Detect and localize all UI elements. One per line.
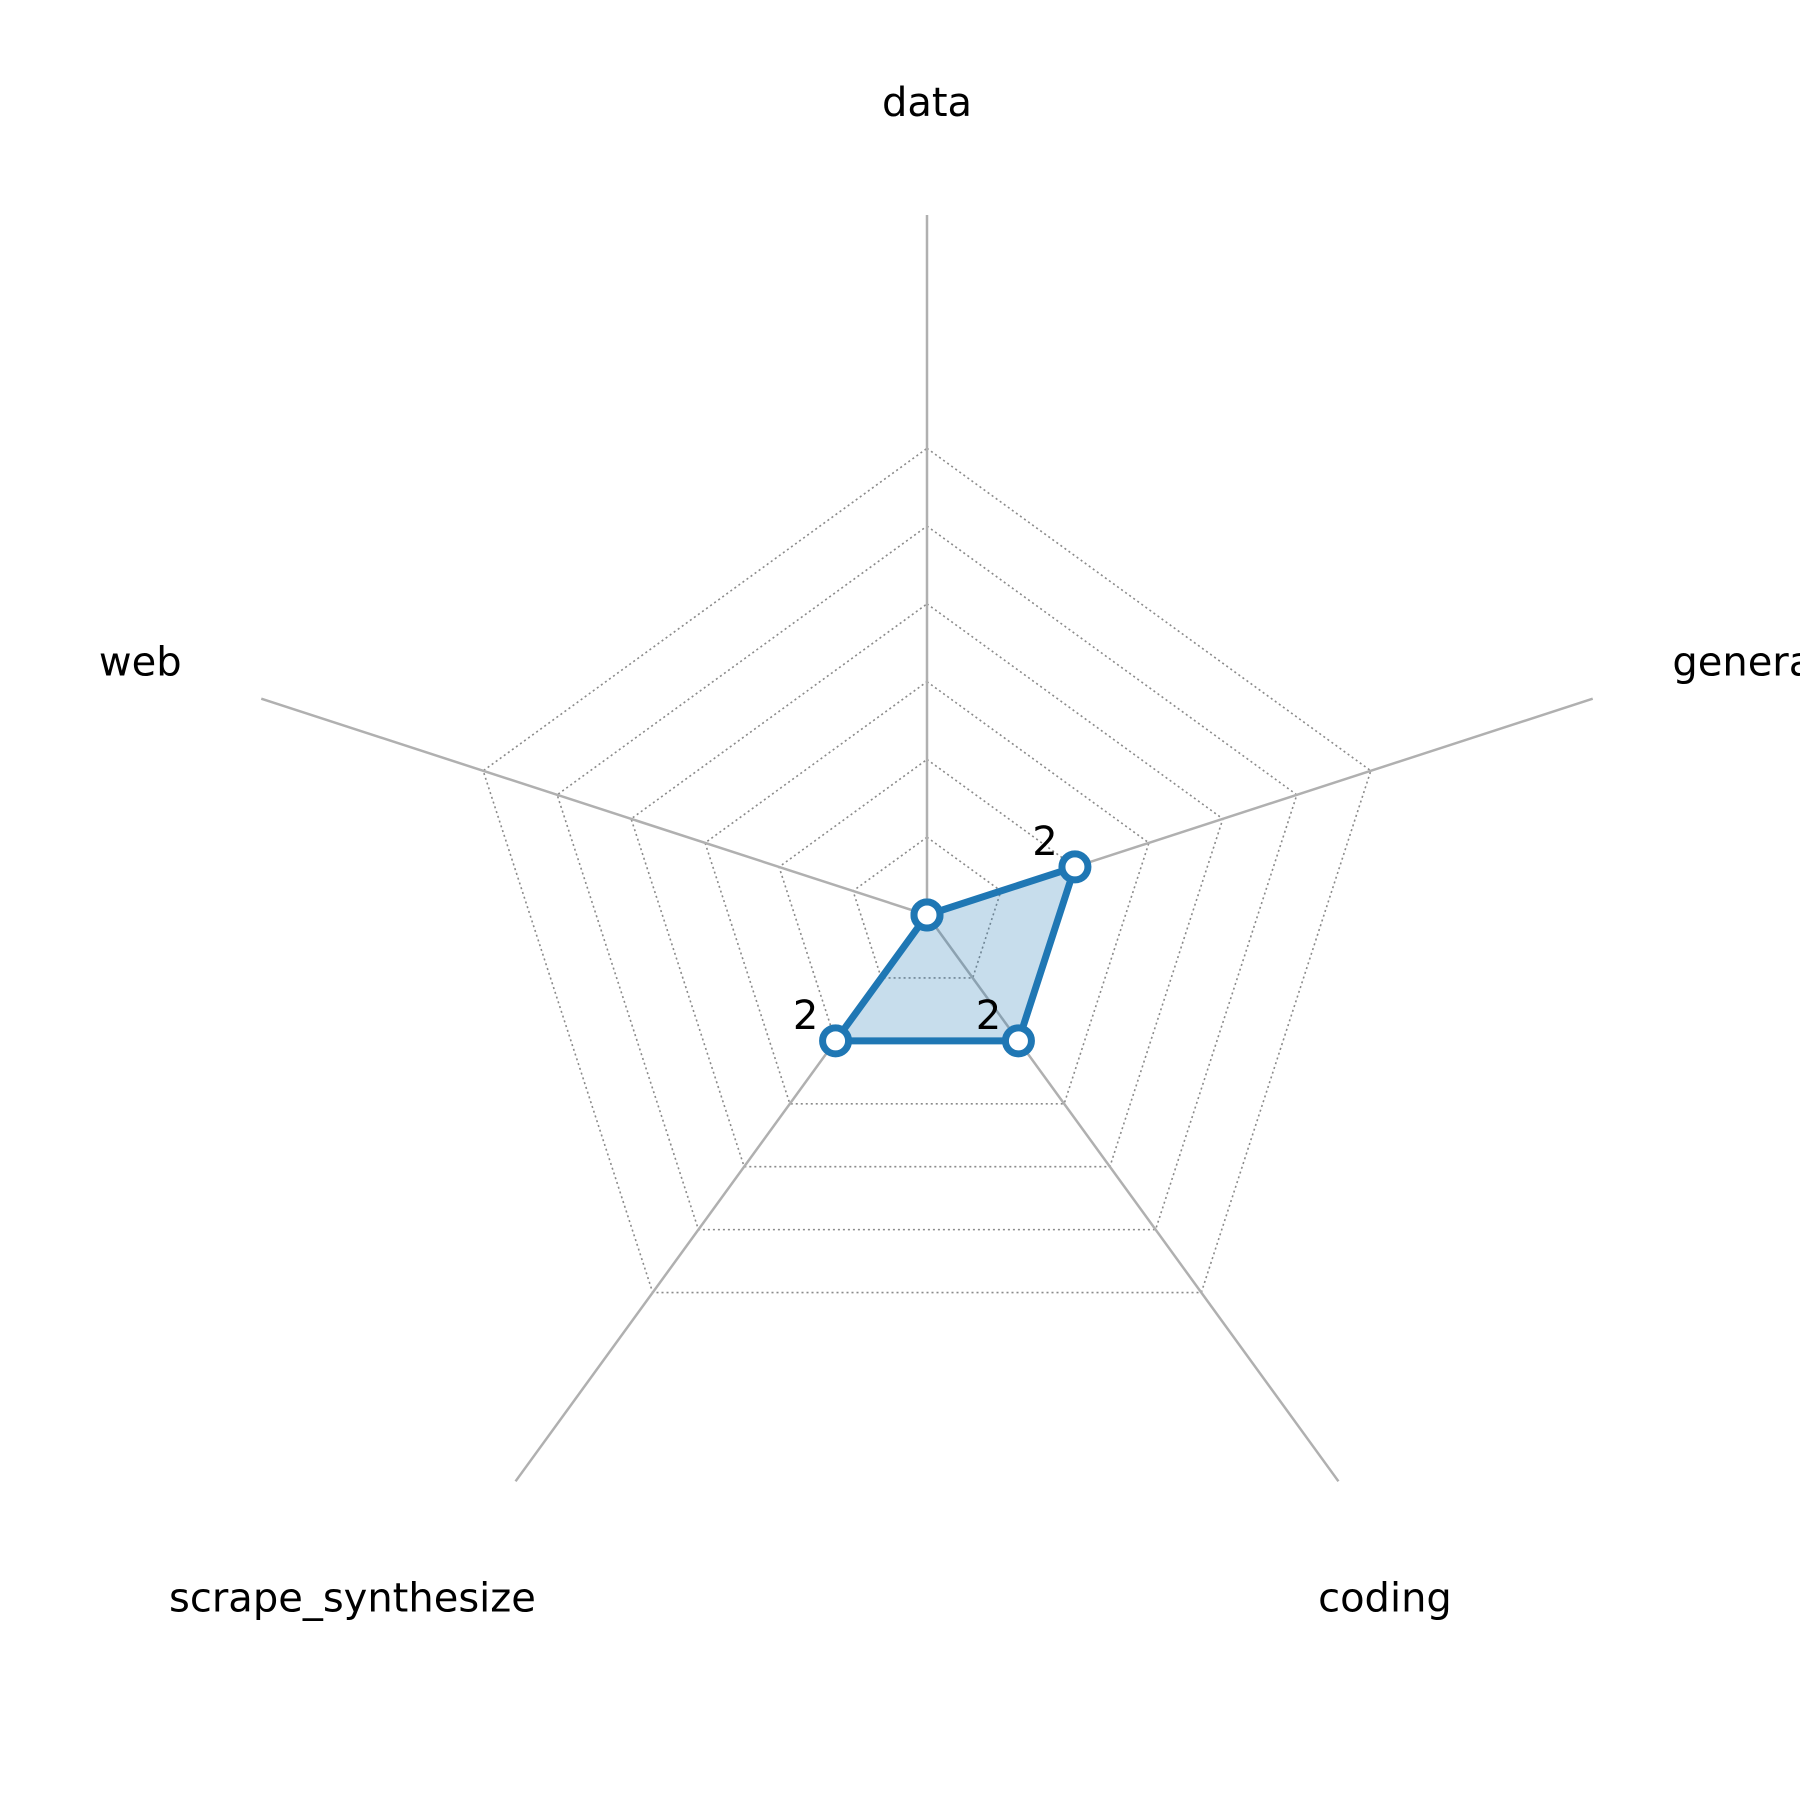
grid-ring-2 <box>778 758 1076 1042</box>
radar-grid-rings <box>482 447 1372 1294</box>
data-point-scrape_synthesize <box>819 1024 853 1058</box>
data-point-web <box>910 898 944 932</box>
axis-label-general: general <box>1672 640 1800 686</box>
value-label-coding: 2 <box>976 993 1001 1039</box>
spoke-coding <box>925 914 1340 1483</box>
grid-ring-3 <box>704 680 1150 1105</box>
radar-series: 2 2 2 <box>793 819 1092 1058</box>
series-0-area <box>832 863 1079 1045</box>
spoke-web <box>260 697 928 917</box>
grid-ring-5 <box>556 525 1298 1231</box>
radar-axis-labels: data general coding scrape_synthesize web <box>99 80 1800 1621</box>
data-point-general <box>1058 850 1092 884</box>
value-label-scrape_synthesize: 2 <box>793 993 818 1039</box>
value-label-general: 2 <box>1032 819 1057 865</box>
axis-label-web: web <box>99 640 182 686</box>
grid-ring-6 <box>482 447 1372 1294</box>
data-point-coding <box>1001 1024 1035 1058</box>
axis-label-scrape_synthesize: scrape_synthesize <box>169 1575 536 1621</box>
radar-spokes <box>260 215 1594 1483</box>
grid-ring-1 <box>852 836 1002 979</box>
axis-label-coding: coding <box>1318 1575 1452 1621</box>
axis-label-data: data <box>882 80 972 126</box>
